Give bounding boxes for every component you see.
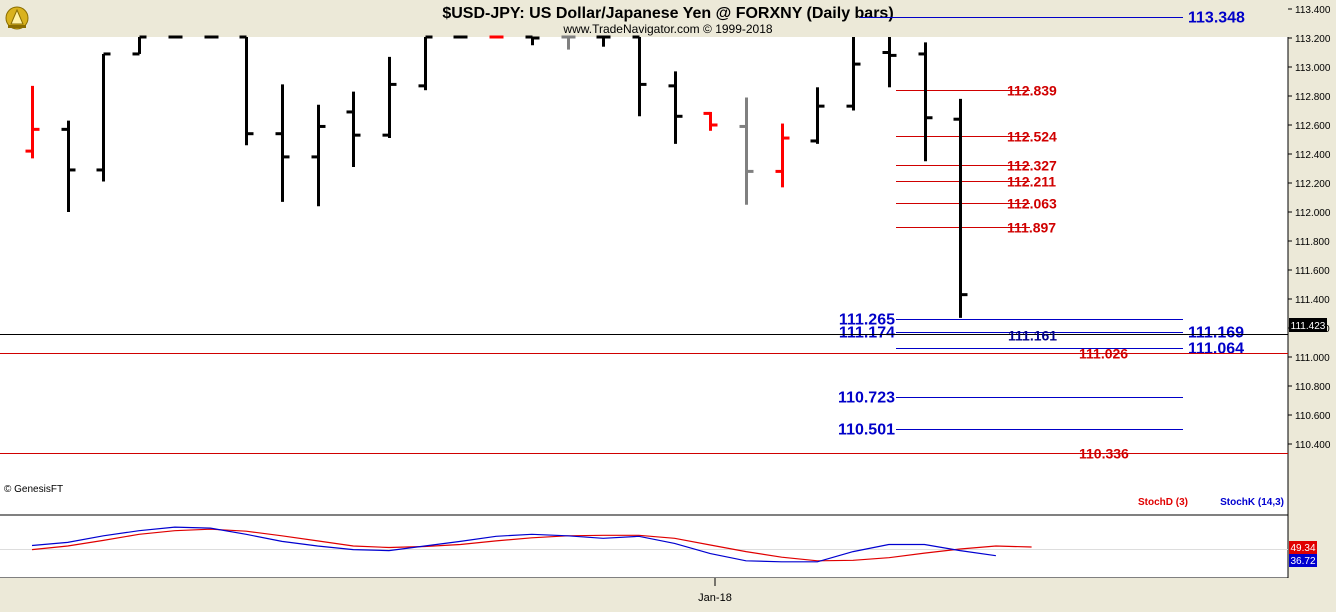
y-tick-label: 110.600 [1295, 411, 1331, 422]
ohlc-bars [25, 35, 968, 318]
stoch-panel [0, 515, 1288, 578]
y-tick-label: 110.800 [1295, 382, 1331, 393]
legend-stochd: StochD (3) [1138, 497, 1188, 508]
stochk-last-value: 36.72 [1290, 556, 1315, 567]
level-label-blue: 111.064 [1188, 341, 1244, 358]
stochd-line [31, 528, 1032, 562]
y-tick-label: 111.800 [1295, 237, 1330, 248]
level-label-red: 112.839 [1007, 83, 1057, 99]
logo-icon [5, 6, 29, 30]
stochd-last-value: 49.34 [1290, 543, 1315, 554]
y-tick-label: 111.000 [1295, 353, 1330, 364]
legend-stochk: StochK (14,3) [1220, 497, 1284, 508]
y-tick-label: 112.400 [1295, 150, 1331, 161]
level-label-blue: 111.265 [839, 312, 895, 329]
chart-title: $USD-JPY: US Dollar/Japanese Yen @ FORXN… [442, 5, 893, 22]
header-background [0, 0, 1336, 37]
price-panel [0, 37, 1288, 515]
y-tick-label: 111.600 [1295, 266, 1330, 277]
level-label-blue: 111.169 [1188, 325, 1244, 342]
y-tick-label: 111.400 [1295, 295, 1330, 306]
level-label-red: 112.063 [1007, 196, 1057, 212]
y-tick-label: 110.400 [1295, 440, 1331, 451]
level-label-red: 112.327 [1007, 158, 1057, 174]
y-tick-label: 113.400 [1295, 5, 1331, 16]
watermark: © GenesisFT [4, 484, 63, 495]
stochk-line [31, 526, 996, 563]
last-price-box [1289, 318, 1327, 332]
x-axis-label: Jan-18 [698, 592, 732, 604]
level-label-red: 112.211 [1007, 174, 1056, 190]
level-label-red: 110.336 [1079, 446, 1129, 462]
date-axis [0, 578, 1336, 607]
level-label-blue: 111.174 [839, 325, 895, 342]
y-tick-label: 112.200 [1295, 179, 1331, 190]
level-label-red: 111.897 [1007, 220, 1056, 236]
level-label-blue: 113.348 [1188, 10, 1245, 27]
level-label-black: 111.161 [1008, 328, 1057, 344]
stochastic-lines [0, 526, 1288, 563]
y-tick-label: 113.200 [1295, 34, 1331, 45]
stochd-value-box [1289, 541, 1317, 554]
y-tick-label: 112.800 [1295, 92, 1331, 103]
level-label-red: 111.026 [1079, 346, 1128, 362]
chart-subtitle: www.TradeNavigator.com © 1999-2018 [562, 22, 772, 36]
price-axis [1288, 37, 1336, 578]
level-label-red: 112.524 [1007, 129, 1057, 145]
level-label-blue: 110.723 [838, 390, 895, 407]
y-tick-label: 112.600 [1295, 121, 1331, 132]
last-price-value: 111.423 [1291, 321, 1326, 332]
y-tick-label: 113.000 [1295, 63, 1331, 74]
y-tick-label: 112.000 [1295, 208, 1331, 219]
level-label-blue: 110.501 [838, 422, 895, 439]
stochk-value-box [1289, 554, 1317, 567]
